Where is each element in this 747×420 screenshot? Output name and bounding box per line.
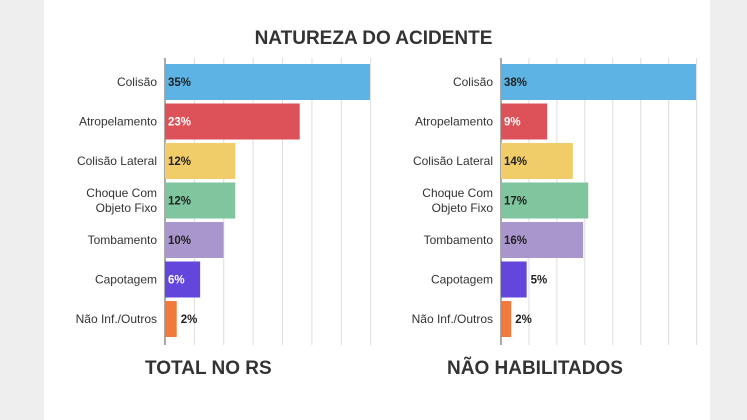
value-label: 12% <box>168 196 191 208</box>
bar-1 <box>501 103 548 140</box>
bar-1 <box>165 103 300 140</box>
category-label: Não Inf./Outros <box>412 312 493 326</box>
bar-4 <box>165 222 224 258</box>
category-label: Colisão Lateral <box>413 154 493 168</box>
bar-2 <box>501 143 573 179</box>
bar-5 <box>165 261 201 298</box>
category-label: Não Inf./Outros <box>76 312 157 326</box>
panel-title-nao-habilitados: NÃO HABILITADOS <box>447 358 623 379</box>
category-label: Capotagem <box>431 273 493 287</box>
chart-title: NATUREZA DO ACIDENTE <box>254 28 493 49</box>
panel-total-rs: 35% Colisão 23% Atropelamento 12% Colisão Lat… <box>76 58 372 345</box>
value-label: 17% <box>504 196 527 208</box>
value-label: 16% <box>504 235 527 247</box>
value-label: 35% <box>168 77 191 89</box>
bar-0 <box>501 64 696 100</box>
bar-5 <box>501 261 527 298</box>
value-label: 38% <box>504 77 527 89</box>
bar-3 <box>165 182 236 219</box>
value-label: 12% <box>168 156 191 168</box>
value-label: 6% <box>168 275 185 287</box>
bar-6 <box>165 301 177 337</box>
value-label: 2% <box>181 314 198 326</box>
category-label: Tombamento <box>424 233 494 247</box>
value-label: 23% <box>168 117 191 129</box>
value-label: 2% <box>515 314 532 326</box>
category-label: Capotagem <box>95 273 157 287</box>
category-label: Choque Com Objeto Fixo <box>86 186 157 215</box>
value-label: 10% <box>168 235 191 247</box>
bar-3 <box>501 182 589 219</box>
bar-2 <box>165 143 236 179</box>
panel-nao-habilitados: 38% Colisão 9% Atropelamento 14% Colisão Late… <box>412 58 698 345</box>
bar-6 <box>501 301 512 337</box>
category-label: Atropelamento <box>79 115 157 129</box>
category-label: Choque Com Objeto Fixo <box>422 186 493 215</box>
category-label: Tombamento <box>88 233 158 247</box>
value-label: 5% <box>531 275 548 287</box>
value-label: 9% <box>504 117 521 129</box>
panel-title-total-rs: TOTAL NO RS <box>145 358 272 379</box>
bar-4 <box>501 222 584 258</box>
category-label: Atropelamento <box>415 115 493 129</box>
category-label: Colisão Lateral <box>77 154 157 168</box>
bar-0 <box>165 64 370 100</box>
category-label: Colisão <box>117 75 157 89</box>
category-label: Colisão <box>453 75 493 89</box>
value-label: 14% <box>504 156 527 168</box>
